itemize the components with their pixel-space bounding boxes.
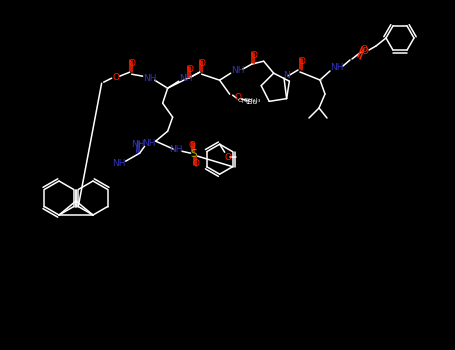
- Text: NH: NH: [112, 159, 126, 168]
- Text: O: O: [112, 73, 119, 82]
- Text: C(CH₃)₃: C(CH₃)₃: [238, 98, 261, 103]
- Text: O: O: [192, 159, 199, 168]
- Text: O: O: [198, 59, 205, 68]
- Text: O: O: [188, 141, 195, 150]
- Text: N: N: [283, 71, 289, 80]
- Text: NH: NH: [131, 140, 144, 149]
- Text: NH: NH: [231, 66, 244, 75]
- Text: *: *: [319, 78, 323, 84]
- Text: NH: NH: [179, 74, 192, 83]
- Text: O: O: [360, 46, 368, 55]
- Text: O: O: [362, 47, 369, 56]
- Text: NH: NH: [169, 145, 182, 154]
- Text: tBu: tBu: [246, 99, 258, 105]
- Text: O: O: [250, 51, 257, 60]
- Text: NH: NH: [142, 139, 156, 148]
- Text: O: O: [234, 93, 241, 102]
- Text: O: O: [186, 65, 193, 74]
- Text: NH: NH: [330, 63, 344, 72]
- Text: O: O: [298, 56, 305, 65]
- Text: *: *: [165, 87, 168, 92]
- Text: S: S: [190, 149, 197, 159]
- Text: O: O: [224, 153, 231, 162]
- Text: O: O: [128, 59, 135, 68]
- Text: NH: NH: [143, 74, 157, 83]
